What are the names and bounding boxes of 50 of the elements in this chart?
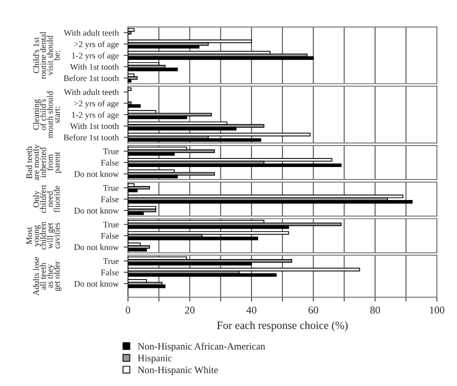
bar: [128, 30, 132, 34]
y-tick-label: True: [103, 148, 119, 154]
y-tick-label: >2 yrs of age: [74, 100, 119, 108]
y-tick-label: With 1st tooth: [70, 122, 119, 130]
y-axis-title: Bad teeth are mostly inherited from parent: [26, 144, 62, 180]
y-tick-label: False: [101, 269, 119, 276]
y-tick-label: Before 1st tooth: [64, 134, 119, 140]
y-tick-label: Do not know: [74, 170, 119, 177]
y-tick-label: 1-2 yrs of age: [72, 112, 119, 120]
x-tick-label: 20: [184, 306, 195, 314]
y-tick-label: Do not know: [74, 244, 119, 250]
y-tick-label: True: [103, 222, 119, 228]
x-axis-title: For each response choice (%): [217, 321, 348, 332]
bar: [128, 248, 147, 252]
bar: [128, 104, 141, 108]
y-tick-label: False: [101, 232, 119, 239]
legend-label: Non-Hispanic White: [138, 366, 218, 376]
bar: [128, 163, 342, 168]
y-tick-label: Before 1st tooth: [64, 74, 119, 82]
bar: [128, 208, 156, 212]
x-tick-label: 60: [308, 306, 318, 314]
y-tick-label: With 1st tooth: [70, 64, 119, 70]
y-tick-label: False: [101, 196, 119, 202]
x-tick-label: 80: [370, 306, 380, 314]
bar: [128, 68, 178, 72]
bar: [128, 87, 132, 91]
bar: [128, 284, 166, 288]
y-axis-title: Child's 1st routine dental visit should be:: [32, 32, 60, 79]
y-tick-label: Do not know: [74, 207, 119, 214]
y-tick-label: Do not know: [74, 280, 119, 287]
bar: [128, 28, 135, 32]
y-tick-label: >2 yrs of age: [74, 40, 119, 49]
y-axis-title: Cleaning of child's mouth should start:: [32, 91, 60, 138]
x-tick-label: 100: [430, 306, 444, 314]
y-tick-label: False: [101, 160, 119, 166]
y-axis-title: Adults lose all teeth as they get older: [32, 257, 62, 296]
y-tick-label: True: [103, 185, 119, 191]
y-axis-title: Only children need fluoride: [32, 185, 60, 213]
x-tick-label: 0: [126, 306, 130, 314]
y-axis-title: Most young children will get cavities: [26, 222, 60, 250]
bar: [128, 56, 314, 60]
legend-label: Non-Hispanic African-American: [138, 342, 266, 352]
y-tick-label: True: [103, 258, 119, 264]
x-tick-label: 40: [246, 306, 256, 314]
y-tick-label: With adult teeth: [64, 88, 119, 96]
legend-label: Hispanic: [138, 354, 172, 364]
y-tick-label: 1-2 yrs of age: [72, 52, 119, 60]
bar: [128, 172, 215, 176]
bar: [128, 200, 413, 204]
y-tick-label: With adult teeth: [64, 30, 119, 36]
